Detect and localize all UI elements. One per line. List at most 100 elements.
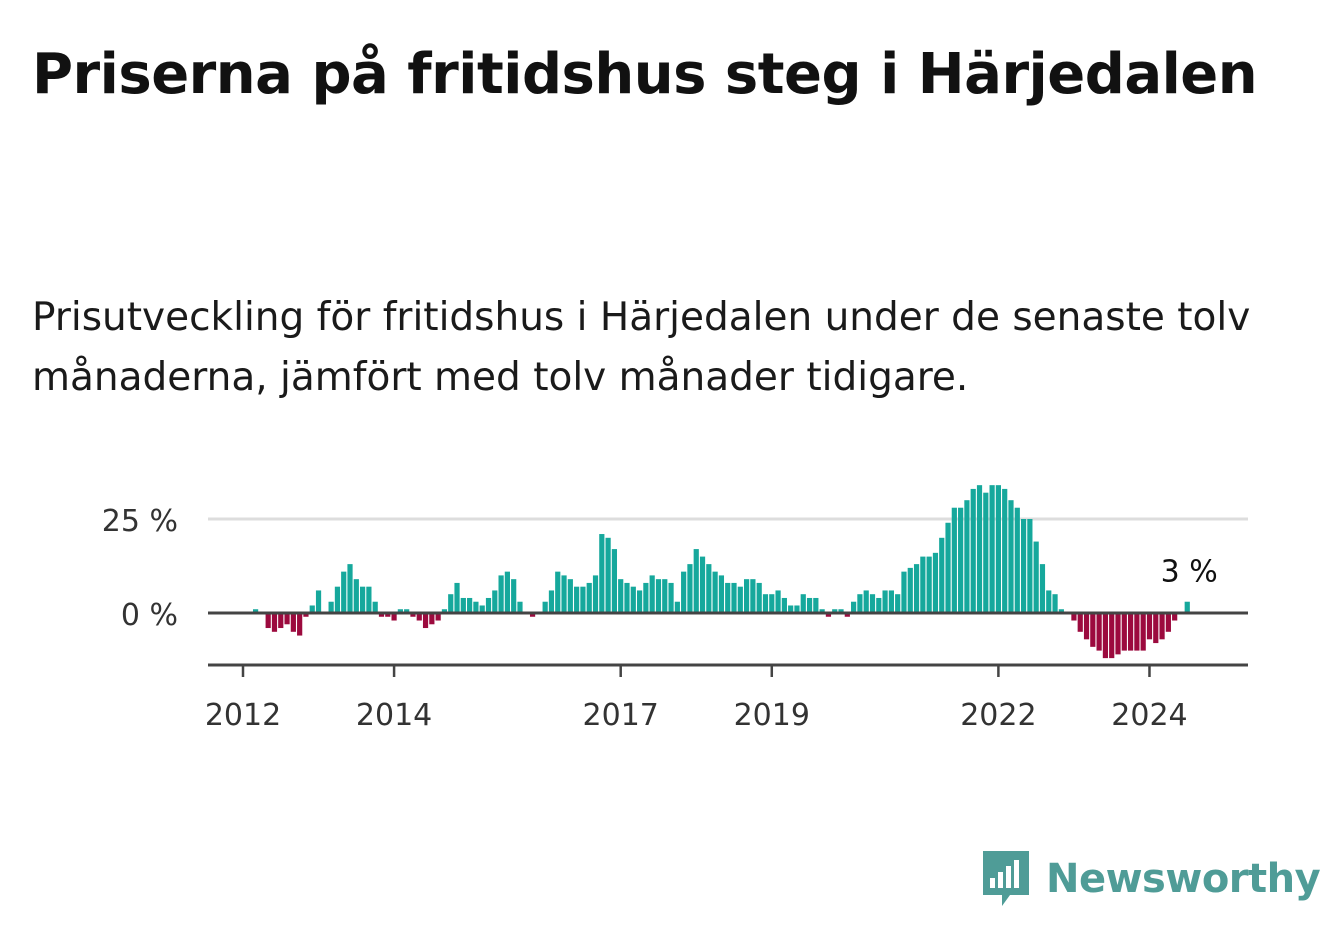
data-bar	[926, 556, 932, 613]
data-bar	[574, 586, 580, 613]
data-bar	[511, 579, 517, 613]
data-bar	[290, 613, 296, 632]
y-tick-label: 0 %	[121, 598, 178, 633]
data-bar	[1090, 613, 1096, 647]
data-bar	[630, 586, 636, 613]
data-bar	[353, 579, 359, 613]
last-value-label: 3 %	[1161, 555, 1218, 590]
data-bar	[1039, 564, 1046, 613]
data-bar	[454, 582, 460, 613]
data-bar	[416, 613, 422, 621]
data-bar	[555, 571, 561, 613]
data-bar	[825, 613, 832, 617]
data-bar	[1127, 613, 1134, 651]
data-bar	[360, 586, 366, 613]
data-bar	[460, 597, 466, 613]
data-bar	[347, 564, 353, 613]
data-bar	[945, 522, 951, 613]
data-bar	[567, 579, 573, 613]
data-bar	[479, 605, 485, 613]
data-bar	[775, 590, 781, 613]
data-bar	[1134, 613, 1140, 651]
data-bar	[517, 601, 523, 613]
data-bar	[1102, 613, 1109, 659]
data-bar	[297, 613, 303, 636]
data-bar	[529, 613, 536, 617]
data-bar	[750, 579, 756, 613]
data-bar	[794, 605, 800, 613]
data-bar	[813, 597, 819, 613]
data-bar	[674, 601, 680, 613]
data-bar	[624, 582, 630, 613]
data-bar	[391, 613, 397, 621]
data-bar	[252, 609, 259, 613]
data-bar	[1121, 613, 1127, 651]
x-tick-label: 2022	[960, 698, 1036, 733]
data-bar	[441, 609, 448, 613]
data-bar	[1109, 613, 1115, 659]
data-bar	[1146, 613, 1153, 640]
chart-title: Priserna på fritidshus steg i Härjedalen	[32, 42, 1258, 107]
data-bar	[341, 571, 347, 613]
y-tick-label: 25 %	[102, 504, 178, 539]
data-bar	[662, 579, 668, 613]
data-bar	[901, 571, 907, 613]
data-bar	[857, 594, 863, 613]
data-bar	[1153, 613, 1159, 644]
data-bar	[1083, 613, 1090, 640]
data-bar	[920, 556, 926, 613]
data-bar	[1052, 594, 1058, 613]
data-bar	[1159, 613, 1165, 640]
data-bar	[806, 597, 813, 613]
data-bar	[385, 613, 391, 617]
data-bar	[618, 579, 624, 613]
data-bar	[271, 613, 278, 632]
data-bar	[731, 582, 737, 613]
data-bar	[970, 488, 976, 613]
data-bar	[769, 594, 775, 613]
data-bar	[983, 492, 989, 613]
data-bar	[1184, 601, 1190, 613]
data-bar	[976, 485, 983, 613]
data-bar	[655, 579, 662, 613]
data-bar	[649, 575, 655, 613]
data-bar	[636, 590, 643, 613]
data-bar	[561, 575, 567, 613]
data-bar	[762, 594, 769, 613]
data-bar	[681, 571, 687, 613]
data-bar	[838, 609, 844, 613]
data-bar	[869, 594, 876, 613]
data-bar	[1046, 590, 1052, 613]
data-bar	[309, 605, 315, 613]
data-bar	[334, 586, 341, 613]
data-bar	[328, 601, 334, 613]
data-bar	[989, 485, 995, 613]
data-bar	[611, 549, 618, 613]
data-bar	[397, 609, 403, 613]
data-bar	[819, 609, 825, 613]
data-bar	[586, 582, 592, 613]
data-bar	[781, 597, 787, 613]
data-bar	[788, 605, 794, 613]
data-bar	[693, 549, 699, 613]
x-tick-label: 2014	[356, 698, 432, 733]
data-bar	[498, 575, 504, 613]
data-bar	[913, 564, 920, 613]
data-bar	[492, 590, 498, 613]
data-bar	[467, 597, 473, 613]
data-bar	[404, 609, 410, 613]
data-bar	[744, 579, 750, 613]
data-bar	[1096, 613, 1102, 651]
data-bar	[542, 601, 548, 613]
data-bar	[315, 590, 322, 613]
data-bar	[737, 586, 743, 613]
data-bar	[303, 613, 309, 617]
data-bar	[643, 582, 649, 613]
data-bar	[699, 556, 706, 613]
data-bar	[1140, 613, 1146, 651]
data-bar	[592, 575, 599, 613]
data-bar	[932, 552, 939, 613]
data-bar	[278, 613, 284, 629]
x-tick-label: 2017	[583, 698, 659, 733]
data-bar	[687, 564, 693, 613]
